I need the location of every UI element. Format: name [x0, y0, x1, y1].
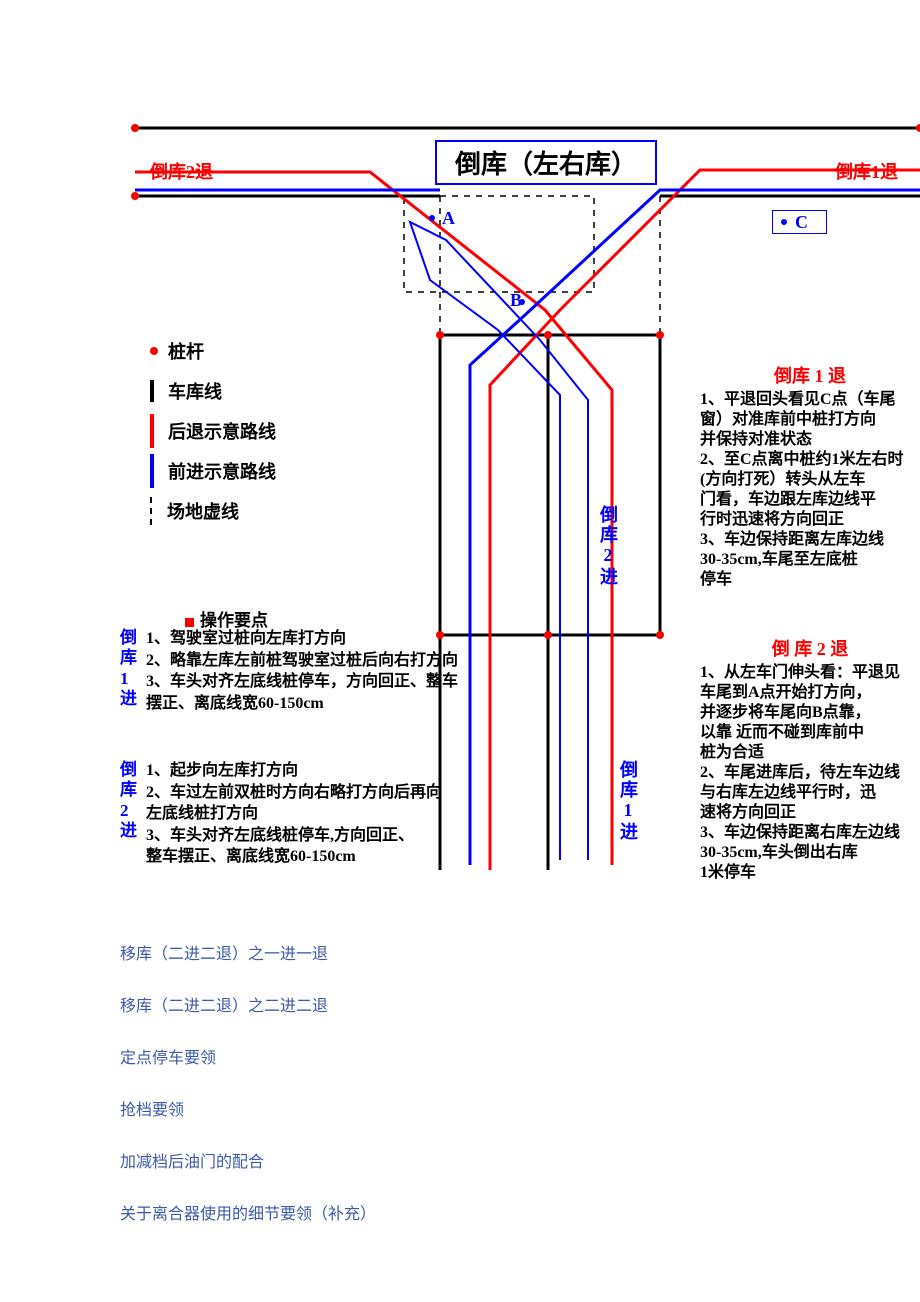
instr-lines-1: 1、驾驶室过桩向左库打方向 2、略靠左库左前桩驾驶室过桩后向右打方向 3、车头对… [146, 628, 458, 714]
link-item[interactable]: 关于离合器使用的细节要领（补充） [120, 1200, 376, 1224]
instr-line: 行时迅速将方向回正 [700, 510, 920, 530]
instr-line: 整车摆正、离底线宽60-150cm [146, 846, 442, 868]
label-reverse-1: 倒库1退 [835, 158, 898, 184]
point-c-label: C [795, 212, 808, 233]
instr-line: 速将方向回正 [700, 803, 920, 823]
instr-line: 门看，车边跟左库边线平 [700, 490, 920, 510]
right-instructions-1: 倒库 1 退 1、平退回头看见C点（车尾 窗）对准库前中桩打方向 并保持对准状态… [700, 365, 920, 590]
instr-line: 3、车头对齐左底线桩停车，方向回正、整车 [146, 671, 458, 693]
inside-label-enter2: 倒库2进 [595, 505, 621, 587]
instr-line: 3、车边保持距离右库左边线 [700, 823, 920, 843]
instr-line: 窗）对准库前中桩打方向 [700, 410, 920, 430]
legend-black-line-icon [150, 380, 154, 402]
link-item[interactable]: 定点停车要领 [120, 1044, 376, 1068]
legend-blue-line-icon [150, 454, 154, 488]
legend-row-dash: 场地虚线 [150, 500, 276, 522]
instr-line: 1、起步向左库打方向 [146, 760, 442, 782]
vlabel-text: 倒库2进 [120, 760, 137, 842]
label-reverse-2: 倒库2退 [150, 158, 213, 184]
legend-row-garage-line: 车库线 [150, 380, 276, 402]
legend-text: 车库线 [168, 378, 222, 404]
legend-text: 前进示意路线 [168, 458, 276, 484]
instr-line: 30-35cm,车头倒出右库 [700, 843, 920, 863]
instr-line: 3、车头对齐左底线桩停车,方向回正、 [146, 825, 442, 847]
legend-row-peg: 桩杆 [150, 340, 276, 362]
link-item[interactable]: 移库（二进二退）之一进一退 [120, 940, 376, 964]
left-instructions-1: 倒库1进 1、驾驶室过桩向左库打方向 2、略靠左库左前桩驾驶室过桩后向右打方向 … [120, 628, 458, 714]
instr-line: 30-35cm,车尾至左底桩 [700, 550, 920, 570]
legend-red-line-icon [150, 414, 154, 448]
left-instructions-2: 倒库2进 1、起步向左库打方向 2、车过左前双桩时方向右略打方向后再向 左底线桩… [120, 760, 442, 868]
inside-label-enter1: 倒库1进 [615, 760, 641, 842]
instr-line: 停车 [700, 570, 920, 590]
vlabel-text: 倒库1进 [120, 628, 137, 710]
legend-dash-line-icon [150, 497, 153, 525]
link-item[interactable]: 移库（二进二退）之二进二退 [120, 992, 376, 1016]
instr-line: 1、驾驶室过桩向左库打方向 [146, 628, 458, 650]
instr-line: 3、车边保持距离左库边线 [700, 530, 920, 550]
legend-text: 后退示意路线 [168, 418, 276, 444]
right-title-1: 倒库 1 退 [700, 365, 920, 388]
instr-line: 并逐步将车尾向B点靠， [700, 703, 920, 723]
instr-line: 1、平退回头看见C点（车尾 [700, 390, 920, 410]
link-item[interactable]: 加减档后油门的配合 [120, 1148, 376, 1172]
vlabel-enter1: 倒库1进 [120, 628, 140, 714]
instr-line: 摆正、离底线宽60-150cm [146, 693, 458, 715]
legend-text: 桩杆 [168, 338, 204, 364]
legend-row-forward: 前进示意路线 [150, 460, 276, 482]
instr-line: 桩为合适 [700, 743, 920, 763]
instr-line: 1、从左车门伸头看：平退见 [700, 663, 920, 683]
diagram-title: 倒库（左右库） [435, 140, 657, 185]
instr-line: 以靠 近而不碰到库前中 [700, 723, 920, 743]
instr-line: 2、车尾进库后，待左车边线 [700, 763, 920, 783]
instr-line: 车尾到A点开始打方向， [700, 683, 920, 703]
vlabel-enter2: 倒库2进 [120, 760, 140, 868]
point-b-label: B [510, 290, 522, 311]
link-item[interactable]: 抢档要领 [120, 1096, 376, 1120]
instr-lines-2: 1、起步向左库打方向 2、车过左前双桩时方向右略打方向后再向 左底线桩打方向 3… [146, 760, 442, 868]
instr-line: 2、至C点离中桩约1米左右时 [700, 450, 920, 470]
instr-line: (方向打死）转头从左车 [700, 470, 920, 490]
point-a-label: A [442, 208, 455, 229]
legend-text: 场地虚线 [167, 498, 239, 524]
instr-line: 2、车过左前双桩时方向右略打方向后再向 [146, 782, 442, 804]
instr-line: 2、略靠左库左前桩驾驶室过桩后向右打方向 [146, 650, 458, 672]
instr-line: 1米停车 [700, 863, 920, 883]
page-root: 倒库（左右库） 倒库2退 倒库1退 A B C 桩杆 车库线 后退示意路线 前进… [0, 0, 920, 1302]
instr-line: 与右库左边线平行时，迅 [700, 783, 920, 803]
legend-dot-icon [150, 347, 158, 355]
legend-row-reverse: 后退示意路线 [150, 420, 276, 442]
red-square-icon [185, 618, 194, 627]
bottom-links: 移库（二进二退）之一进一退 移库（二进二退）之二进二退 定点停车要领 抢档要领 … [120, 940, 376, 1252]
right-title-2: 倒 库 2 退 [700, 638, 920, 661]
instr-line: 并保持对准状态 [700, 430, 920, 450]
right-instructions-2: 倒 库 2 退 1、从左车门伸头看：平退见 车尾到A点开始打方向， 并逐步将车尾… [700, 638, 920, 883]
legend: 桩杆 车库线 后退示意路线 前进示意路线 场地虚线 [150, 340, 276, 540]
instr-line: 左底线桩打方向 [146, 803, 442, 825]
